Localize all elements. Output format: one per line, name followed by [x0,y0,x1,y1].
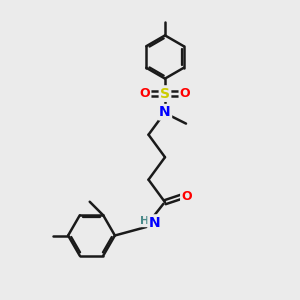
Text: O: O [140,87,150,100]
Text: N: N [159,105,171,119]
Text: O: O [180,87,190,100]
Text: N: N [149,216,160,230]
Text: H: H [140,216,149,226]
Text: S: S [160,87,170,100]
Text: O: O [181,190,192,203]
